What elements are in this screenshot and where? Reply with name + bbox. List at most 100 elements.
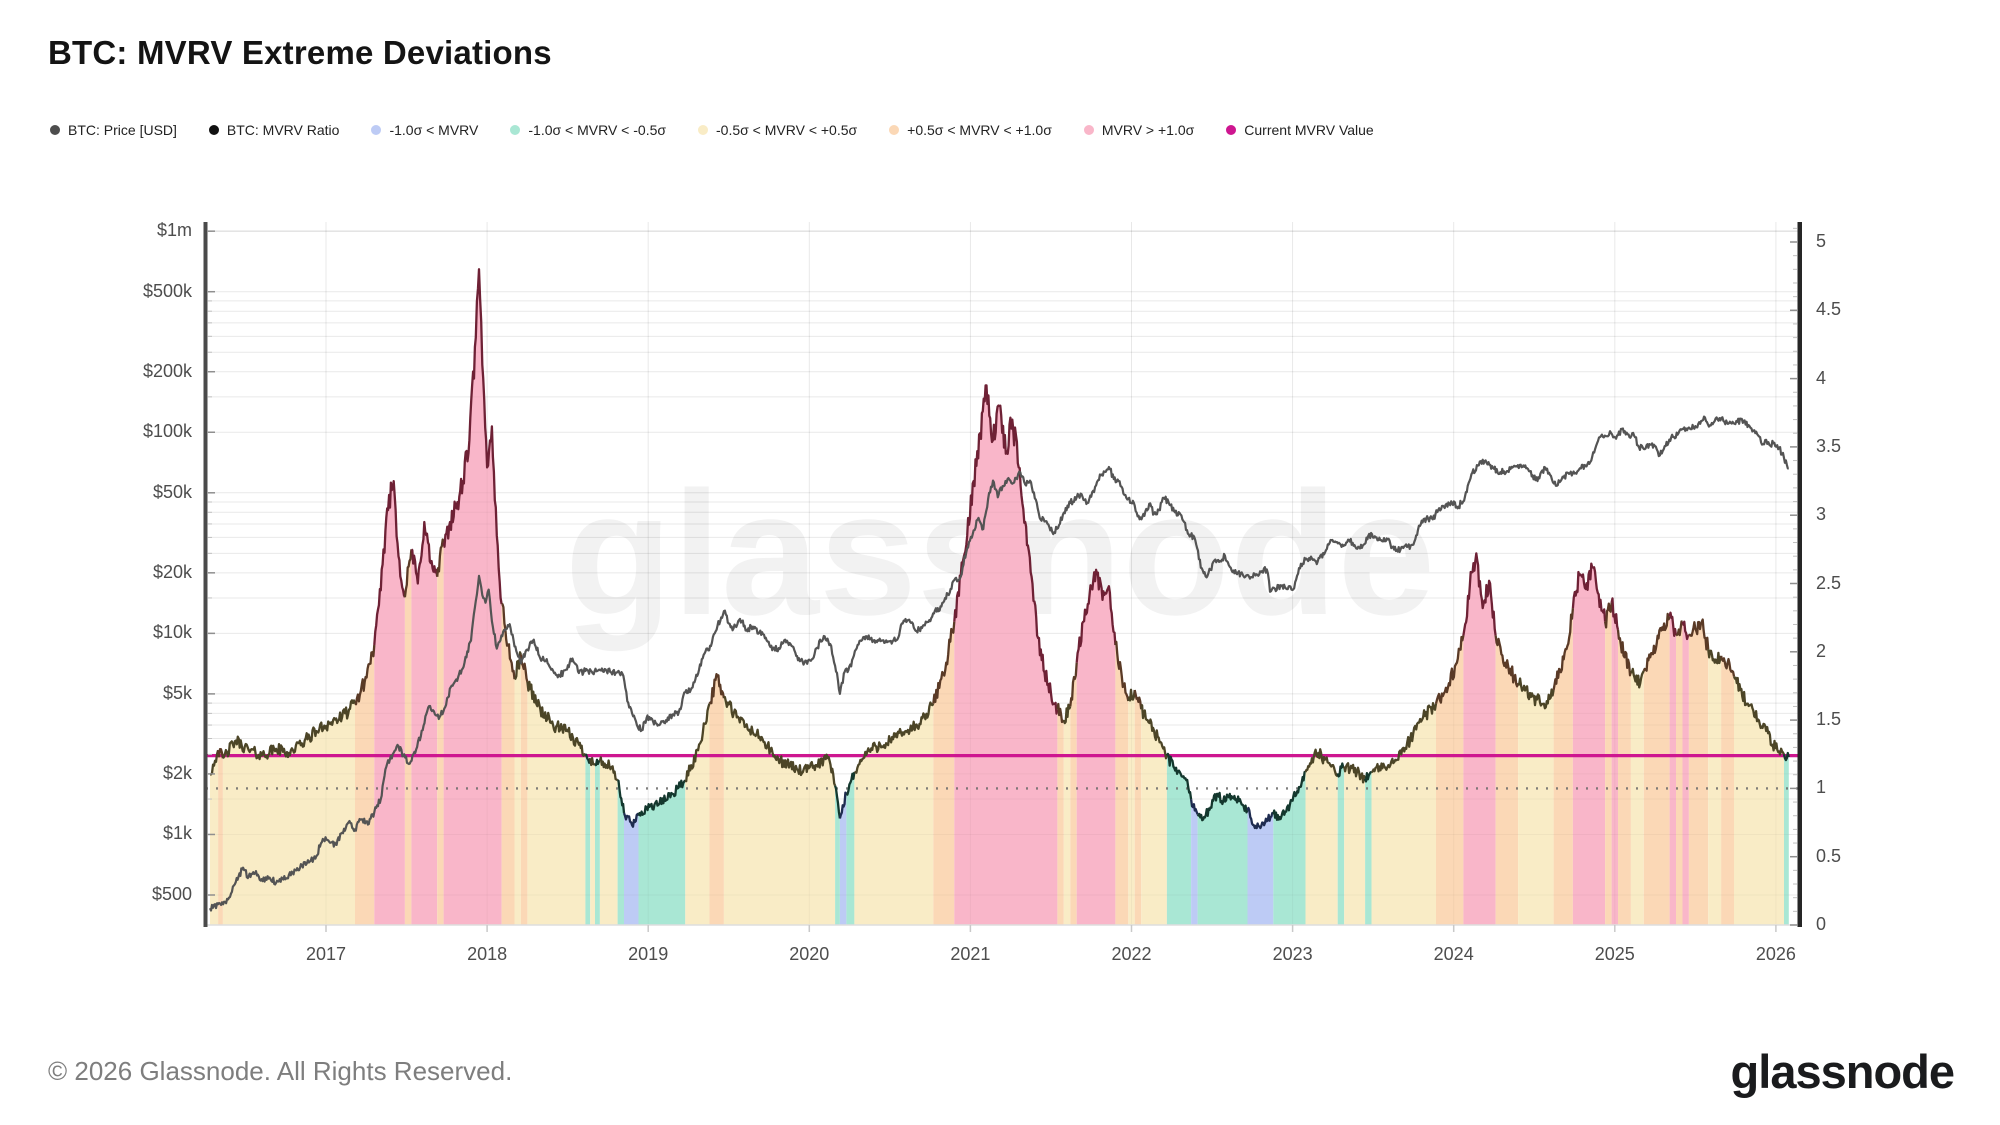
axis-tick-label: 2024 — [1433, 944, 1474, 964]
zone-fill-c — [685, 703, 710, 925]
zone-fill-c — [1344, 763, 1366, 925]
zone-fill-t — [1365, 772, 1372, 925]
legend-item-label: BTC: Price [USD] — [68, 122, 177, 138]
zone-fill-b — [1247, 807, 1274, 925]
axis-tick-label: 3.5 — [1816, 435, 1842, 456]
axis-tick-label: 2021 — [950, 944, 991, 964]
zone-fill-t — [1197, 792, 1248, 925]
legend-item-label: Current MVRV Value — [1244, 122, 1374, 138]
axis-tick-label: 1 — [1816, 777, 1827, 798]
axis-tick-label: $5k — [162, 682, 192, 703]
legend-item-label: -1.0σ < MVRV < -0.5σ — [528, 122, 667, 138]
zone-fill-o — [1070, 662, 1077, 925]
zone-fill-t — [1273, 772, 1306, 925]
zone-fill-o — [355, 645, 375, 925]
axis-tick-label: 0 — [1816, 914, 1827, 934]
legend-item-7[interactable]: Current MVRV Value — [1226, 122, 1374, 138]
zone-fill-c — [1128, 689, 1135, 925]
zone-fill-p — [1682, 621, 1689, 925]
axis-tick-label: $50k — [152, 481, 192, 502]
zone-fill-c — [1734, 676, 1784, 925]
zone-fill-o — [1643, 613, 1670, 925]
axis-tick-label: $200k — [142, 360, 192, 381]
zone-fill-o — [1495, 635, 1519, 925]
legend-swatch-icon — [1226, 125, 1237, 135]
legend-item-label: MVRV > +1.0σ — [1101, 122, 1195, 138]
zone-fill-o — [404, 549, 412, 925]
zone-fill-t — [585, 754, 591, 925]
zone-fill-t — [846, 772, 855, 925]
zone-fill-c — [599, 757, 618, 925]
legend-swatch-icon — [510, 125, 521, 135]
axis-tick-label: 2022 — [1111, 944, 1152, 964]
legend-item-6[interactable]: MVRV > +1.0σ — [1083, 122, 1195, 138]
zone-fill-p — [1611, 598, 1618, 925]
zone-fill-t — [1337, 763, 1345, 925]
legend-item-3[interactable]: -1.0σ < MVRV < -0.5σ — [510, 122, 666, 138]
zone-fill-o — [1618, 629, 1631, 925]
legend-swatch-icon — [698, 125, 709, 135]
price-line-series — [208, 415, 1789, 912]
axis-tick-label: $2k — [162, 762, 192, 783]
axis-tick-label: 3 — [1816, 504, 1827, 525]
axis-tick-label: 2.5 — [1816, 572, 1842, 593]
zone-fill-c — [1371, 703, 1436, 925]
legend-item-2[interactable]: -1.0σ < MVRV — [371, 122, 478, 138]
zone-fill-c — [210, 750, 219, 925]
axis-tick-label: $1k — [162, 823, 192, 844]
axis-tick-marks — [208, 227, 1797, 932]
zone-fill-c — [1518, 678, 1554, 925]
mvrv-zone-fills — [210, 269, 1789, 925]
zone-fill-b — [624, 813, 639, 925]
zone-fill-o — [1553, 608, 1573, 925]
legend-item-label: +0.5σ < MVRV < +1.0σ — [907, 122, 1052, 138]
legend-item-4[interactable]: -0.5σ < MVRV < +0.5σ — [698, 122, 857, 138]
zone-fill-b — [839, 792, 847, 925]
zone-fill-o — [933, 621, 955, 925]
legend-swatch-icon — [208, 125, 219, 135]
zone-fill-t — [638, 780, 686, 925]
zone-fill-t — [617, 780, 624, 925]
zone-fill-p — [1669, 612, 1676, 925]
legend-swatch-icon — [50, 125, 60, 135]
axis-tick-label: 0.5 — [1816, 845, 1842, 866]
zone-fill-o — [709, 674, 724, 925]
zone-fill-o — [1134, 690, 1142, 925]
glassnode-logo[interactable]: glassnode — [1730, 1045, 1955, 1098]
zone-fill-o — [437, 539, 444, 925]
axis-tick-label: 4.5 — [1816, 299, 1842, 320]
legend-item-0[interactable]: BTC: Price [USD] — [50, 122, 177, 138]
legend-item-label: -1.0σ < MVRV — [389, 122, 479, 138]
legend-item-label: BTC: MVRV Ratio — [226, 122, 340, 138]
axis-tick-label: 2025 — [1594, 944, 1635, 964]
zone-fill-o — [501, 604, 515, 925]
zone-fill-o — [1676, 621, 1683, 925]
axis-tick-label: $10k — [152, 622, 192, 643]
zone-fill-c — [723, 697, 836, 925]
zone-fill-p — [443, 269, 502, 925]
zone-fill-c — [527, 681, 586, 925]
axis-tick-label: 2020 — [789, 944, 830, 964]
axis-tick-label: $500k — [142, 280, 192, 301]
legend-item-1[interactable]: BTC: MVRV Ratio — [208, 122, 340, 138]
axis-tick-label: 2026 — [1755, 944, 1796, 964]
legend-item-5[interactable]: +0.5σ < MVRV < +1.0σ — [889, 122, 1052, 138]
zone-fill-t — [595, 759, 600, 925]
zone-fill-c — [1305, 749, 1338, 925]
zone-fill-t — [835, 785, 840, 925]
zone-fill-c — [1708, 649, 1722, 925]
copyright-text: © 2026 Glassnode. All Rights Reserved. — [48, 1056, 513, 1086]
axis-tick-label: 2019 — [628, 944, 669, 964]
zone-fill-o — [1436, 635, 1464, 925]
chart-plot-area[interactable]: glassnode — [206, 222, 1799, 925]
zone-fill-o — [1057, 704, 1064, 925]
axis-tick-label: 1.5 — [1816, 709, 1842, 730]
zone-fill-t — [1784, 753, 1789, 925]
axis-tick-label: 2023 — [1272, 944, 1313, 964]
axis-tick-label: $1m — [156, 220, 192, 241]
legend-item-label: -0.5σ < MVRV < +0.5σ — [716, 122, 858, 138]
zone-fill-o — [1115, 641, 1129, 925]
zone-fill-o — [1721, 655, 1734, 925]
